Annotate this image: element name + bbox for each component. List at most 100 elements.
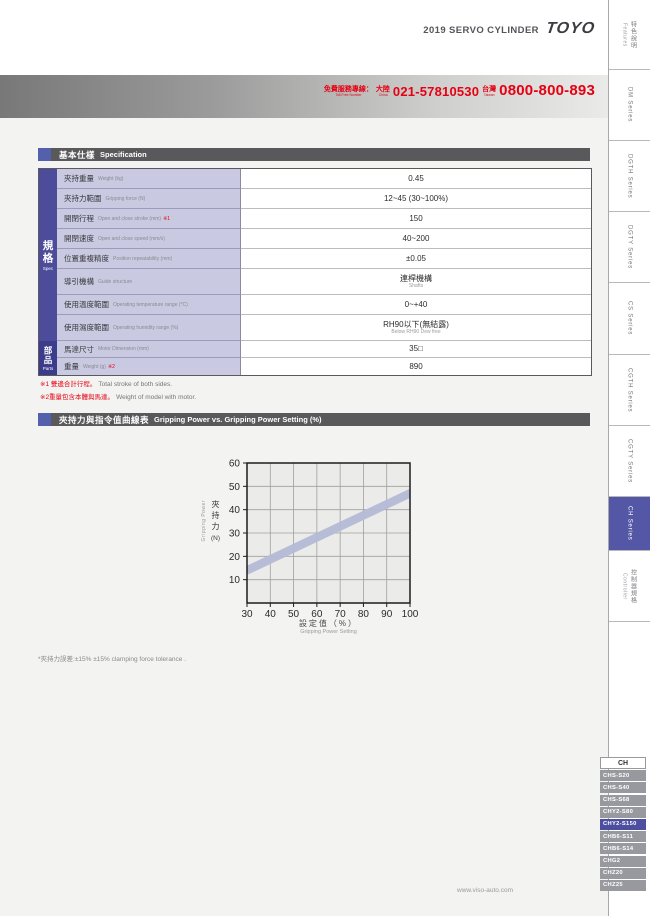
spec-row: 夾持力範圍 Gripping force (N) 12~45 (30~100%) <box>57 189 591 209</box>
sidebar-tab-dgth-series[interactable]: DGTH Series <box>609 141 650 212</box>
hotline-banner: 免費服務專線： Toll-Free Number 大陸 China 021-57… <box>0 75 608 118</box>
spec-row-value: 40~200 <box>241 229 591 249</box>
chart-y-axis-label: Gripping Power 夾持力 (N) <box>201 500 221 542</box>
spec-section-header: 基本仕樣 Specification <box>38 148 590 161</box>
sidebar-tab-features[interactable]: 特色說明 Features <box>609 0 650 70</box>
spec-value-main: 0.45 <box>408 173 424 183</box>
svg-text:80: 80 <box>358 609 370 620</box>
svg-text:60: 60 <box>311 609 323 620</box>
sidebar-tab-dm-series[interactable]: DM Series <box>609 70 650 141</box>
spec-row-label: 使用溫度範圍 Operating temperature range (°C) <box>57 295 241 315</box>
spec-row: 位置重複精度 Position repeatability (mm) ±0.05 <box>57 249 591 269</box>
model-menu-item-chb6-s11[interactable]: CHB6-S11 <box>600 831 646 843</box>
website-footer: www.viso-auto.com <box>457 887 513 894</box>
spec-row: 重量 Weight (g) ※2 890 <box>57 358 591 375</box>
spec-value-sub: Shafts <box>408 283 424 290</box>
spec-rows: 夾持重量 Weight (kg) 0.45 夾持力範圍 Gripping force (… <box>57 169 591 375</box>
svg-text:30: 30 <box>229 529 241 540</box>
sidebar-tab-cgth-series[interactable]: CGTH Series <box>609 355 650 426</box>
toyo-logo: TOYO <box>544 20 597 37</box>
sidebar-tab-controller[interactable]: 控制器規格 Controller <box>609 551 650 622</box>
china-phone-number: 021-57810530 <box>392 84 480 99</box>
spec-row-value: 連桿機構 Shafts <box>241 269 591 295</box>
spec-label-en: Open and close speed (mm/s) <box>98 235 165 242</box>
spec-value-main: 連桿機構 <box>400 273 432 283</box>
model-menu-item-chs-s40[interactable]: CHS-S40 <box>600 782 646 794</box>
spec-value-main: 150 <box>409 213 423 223</box>
model-menu-item-chz20[interactable]: CHZ20 <box>600 867 646 879</box>
footnote-mark: ※2 <box>107 363 115 370</box>
sidebar-tab-label: CH Series <box>626 506 633 541</box>
spec-row: 開閉行程 Open and close stroke (mm) ※1 150 <box>57 209 591 229</box>
sidebar-tab-dgty-series[interactable]: DGTY Series <box>609 212 650 283</box>
spec-label-en: Weight (g) <box>83 363 106 370</box>
spec-label-zh: 使用濕度範圍 <box>64 323 109 332</box>
spec-label-en: Gripping force (N) <box>105 195 146 202</box>
spec-value-sub: Below RH90 Dew free <box>391 329 441 336</box>
footnote-zh: ※1 雙邊合計行程。 <box>40 381 97 388</box>
footnote-en: Total stroke of both sides. <box>98 381 173 388</box>
group-spec: 規格 Spec <box>39 169 57 341</box>
model-menu-item-chy2-s80[interactable]: CHY2-S80 <box>600 806 646 818</box>
section-accent-square <box>38 413 51 426</box>
chart-section-title-zh: 夾持力與指令值曲線表 <box>59 414 150 425</box>
catalog-title: 2019 SERVO CYLINDER <box>423 25 539 36</box>
svg-text:60: 60 <box>229 459 241 470</box>
chart-footnote: *夾持力誤差:±15% ±15% clamping force toleranc… <box>38 656 187 663</box>
spec-label-zh: 導引機構 <box>64 277 94 286</box>
spec-label-zh: 馬達尺寸 <box>64 344 94 354</box>
spec-row: 使用濕度範圍 Operating humidity range (%) RH90以下… <box>57 315 591 341</box>
china-label: 大陸 China <box>375 86 390 97</box>
hotline-label: 免費服務專線： Toll-Free Number <box>323 86 373 97</box>
svg-text:50: 50 <box>288 609 300 620</box>
sidebar-tab-label: CGTH Series <box>626 367 633 413</box>
spec-row-value: 35□ <box>241 341 591 358</box>
spec-label-en: Position repeatability (mm) <box>113 255 173 262</box>
sidebar-tab-cgty-series[interactable]: CGTY Series <box>609 426 650 497</box>
svg-text:50: 50 <box>229 482 241 493</box>
chart-section-title-en: Gripping Power vs. Gripping Power Settin… <box>154 415 322 424</box>
taiwan-phone-number: 0800-800-893 <box>499 82 595 99</box>
sidebar-tab-label-en: Controller <box>621 572 628 600</box>
spec-label-en: Open and close stroke (mm) <box>98 215 162 222</box>
spec-row-value: 150 <box>241 209 591 229</box>
spec-row: 導引機構 Guide structure 連桿機構 Shafts <box>57 269 591 295</box>
spec-label-zh: 重量 <box>64 362 79 371</box>
svg-text:90: 90 <box>381 609 393 620</box>
sidebar-tab-label-zh: 特色說明 <box>629 20 636 49</box>
spec-value-main: 35□ <box>409 344 423 354</box>
spec-row-label: 導引機構 Guide structure <box>57 269 241 295</box>
spec-footnote: ※2重量包含本體與馬達。 Weight of model with motor. <box>40 391 196 404</box>
spec-label-zh: 開閉行程 <box>64 214 94 223</box>
chart-x-axis-label: 設定值（%） Gripping Power Setting <box>298 619 359 635</box>
spec-table-group-column: 規格 Spec 部品 Parts <box>39 169 57 375</box>
model-menu: CH CHS-S20 CHS-S40 CHS-S68 CHY2-S80 CHY2-S15… <box>600 757 646 891</box>
sidebar-tab-cs-series[interactable]: CS Series <box>609 283 650 355</box>
model-menu-item-chg2[interactable]: CHG2 <box>600 855 646 867</box>
sidebar-tab-label: CGTY Series <box>626 438 633 484</box>
spec-label-en: Guide structure <box>98 278 133 285</box>
model-menu-item-chs-s68[interactable]: CHS-S68 <box>600 794 646 806</box>
model-menu-item-chs-s20[interactable]: CHS-S20 <box>600 770 646 782</box>
model-menu-item-chz25[interactable]: CHZ25 <box>600 879 646 891</box>
spec-value-main: 0~+40 <box>404 299 428 309</box>
hotline: 免費服務專線： Toll-Free Number 大陸 China 021-57… <box>324 82 595 99</box>
model-menu-item-chb6-s14[interactable]: CHB6-S14 <box>600 843 646 855</box>
svg-text:20: 20 <box>229 552 241 563</box>
group-parts: 部品 Parts <box>39 341 57 375</box>
spec-row: 開閉速度 Open and close speed (mm/s) 40~200 <box>57 229 591 249</box>
spec-label-en: Motor Dimension (mm) <box>98 346 149 352</box>
spec-label-zh: 夾持重量 <box>64 174 94 183</box>
sidebar-tab-label: CS Series <box>626 301 633 336</box>
sidebar-tab-label: DM Series <box>626 87 633 123</box>
model-menu-item-chy2-s150[interactable]: CHY2-S150 <box>600 818 646 830</box>
spec-section-title-en: Specification <box>100 150 147 159</box>
sidebar-tab-label-zh: 控制器規格 <box>629 568 636 604</box>
spec-label-zh: 夾持力範圍 <box>64 194 102 203</box>
spec-row-value: RH90以下(無結露) Below RH90 Dew free <box>241 315 591 341</box>
taiwan-label: 台灣 Taiwan <box>482 86 497 97</box>
spec-row: 馬達尺寸 Motor Dimension (mm) 35□ <box>57 341 591 358</box>
footnote-zh: ※2重量包含本體與馬達。 <box>40 394 115 401</box>
svg-text:100: 100 <box>402 609 419 620</box>
sidebar-tab-ch-series[interactable]: CH Series <box>609 497 650 551</box>
